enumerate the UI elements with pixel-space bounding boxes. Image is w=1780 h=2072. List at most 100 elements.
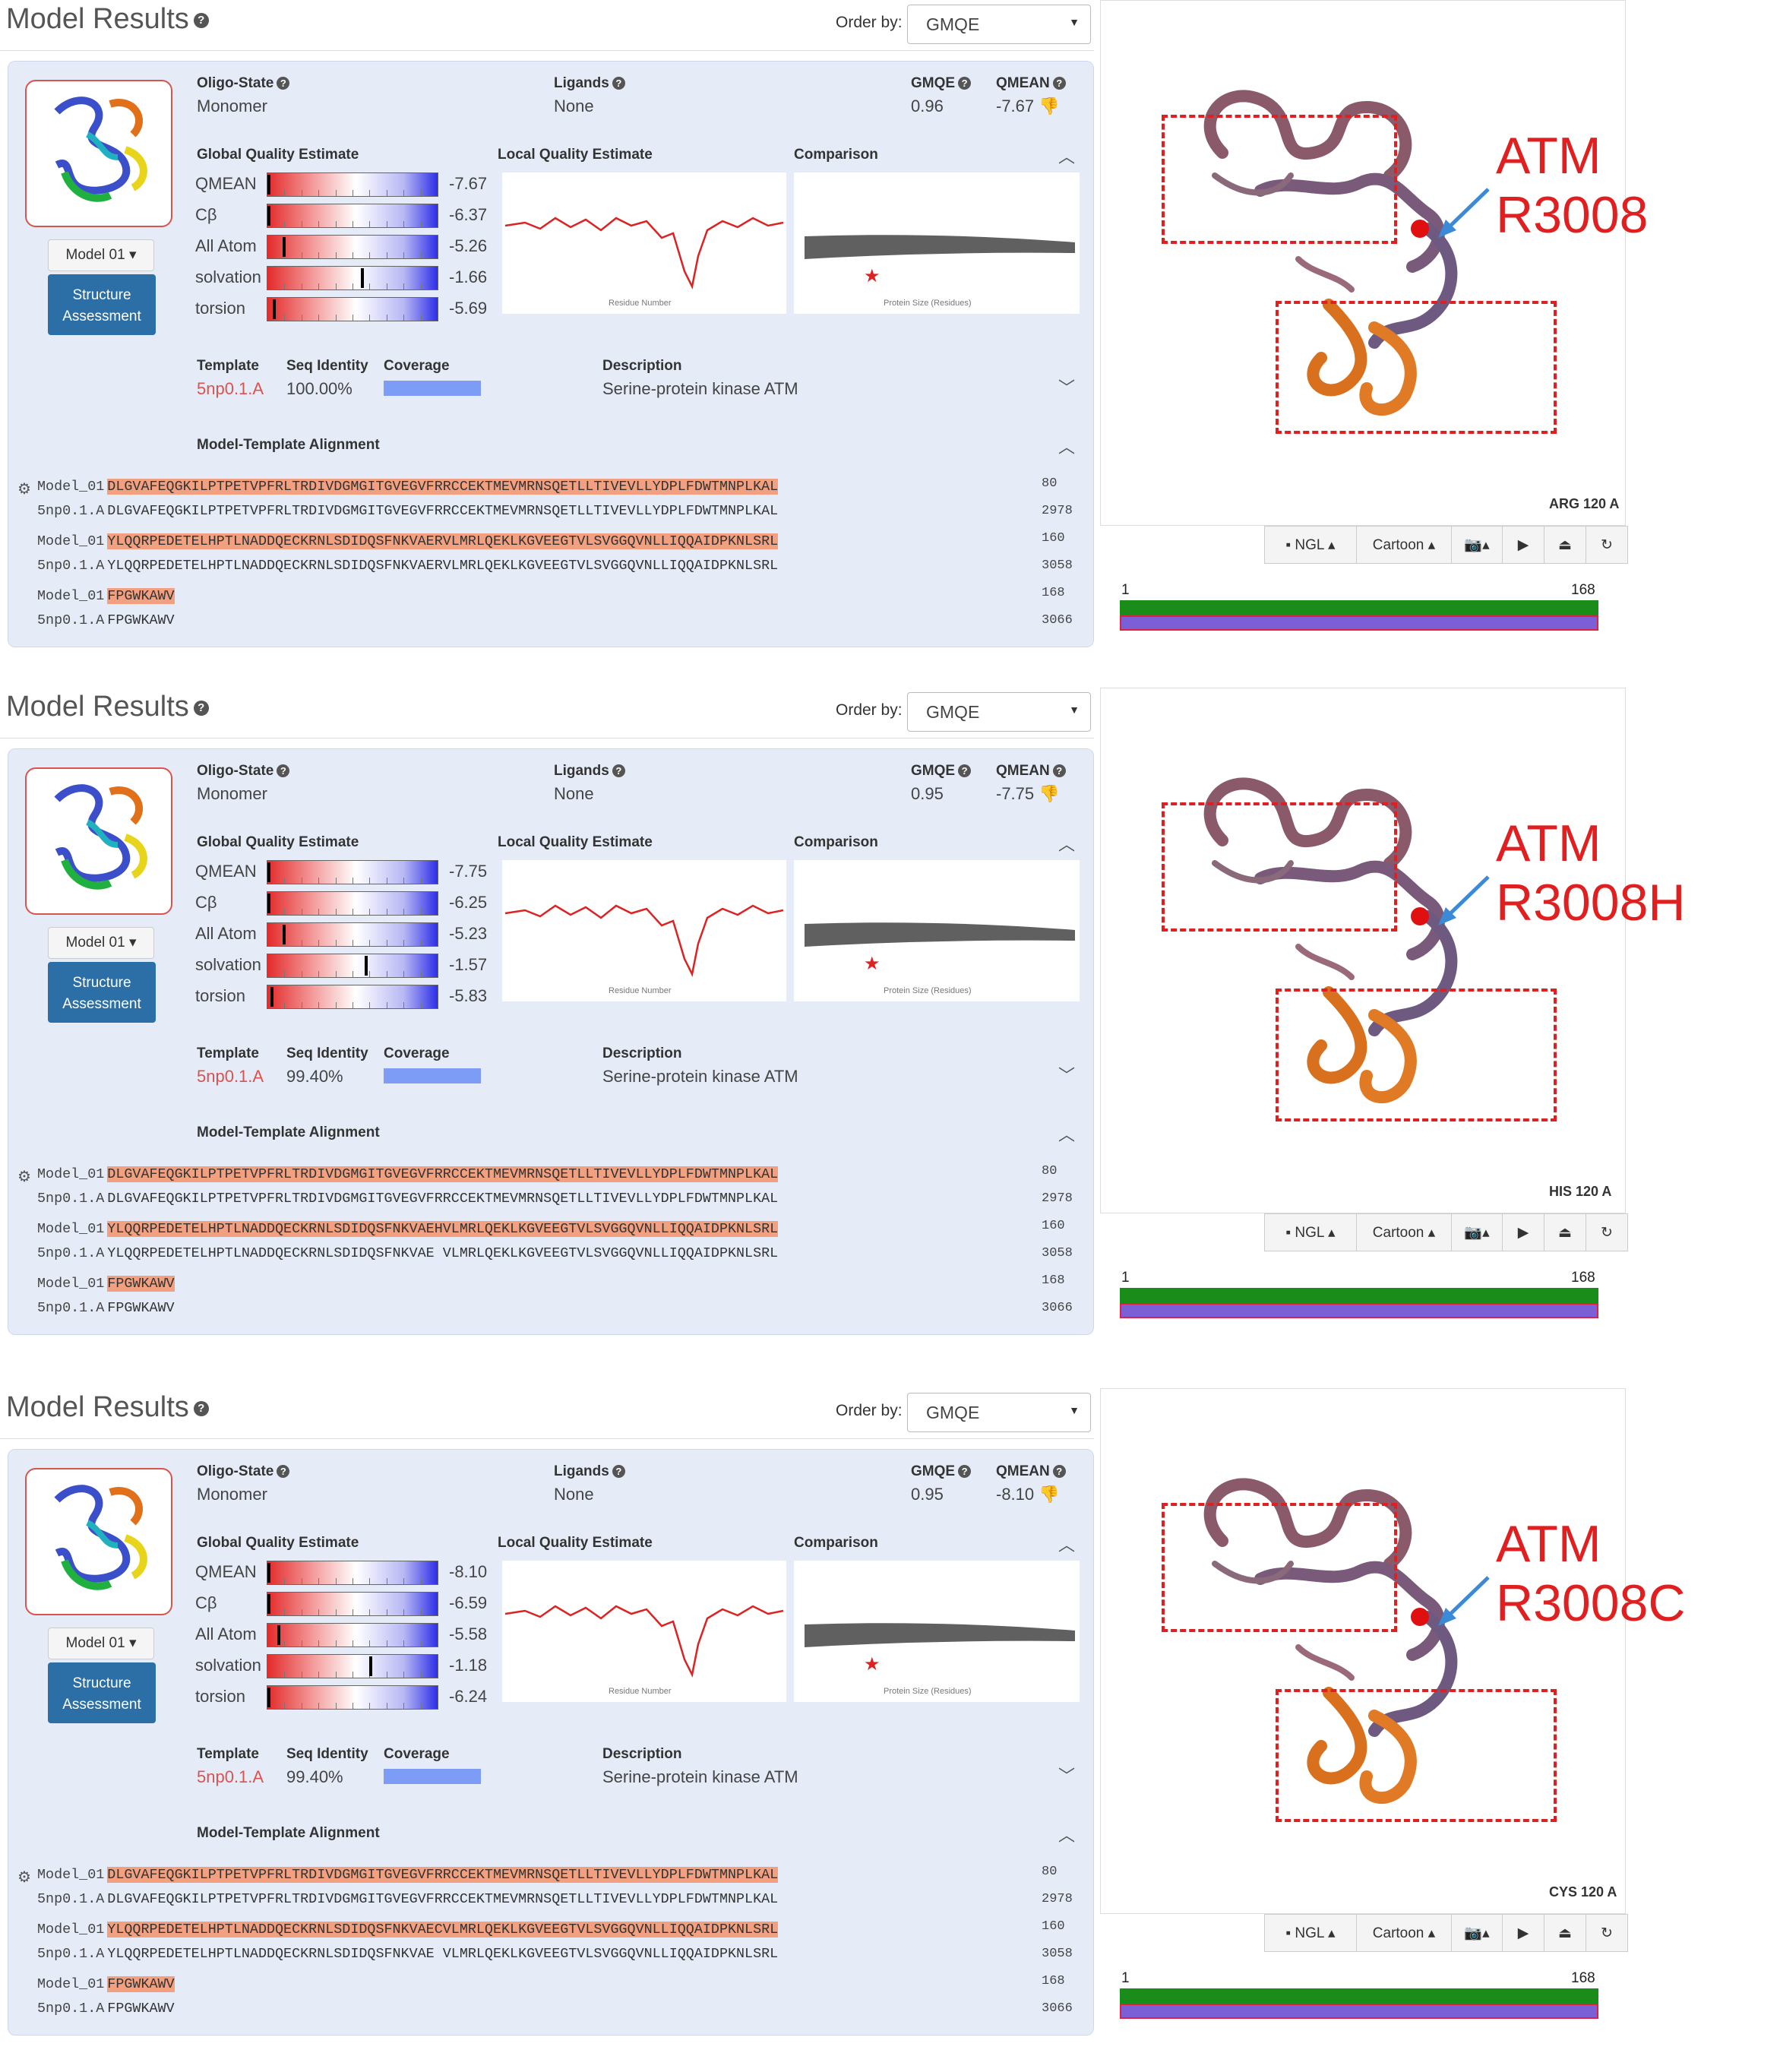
alignment-seq-name: Model_01: [37, 1166, 105, 1182]
lqe-axis-label: Residue Number: [609, 1687, 672, 1696]
quality-marker: [272, 299, 276, 319]
model-select-button[interactable]: Model 01 ▾: [48, 927, 154, 959]
structure-viewer[interactable]: ATM R3008 ARG 120 A: [1100, 0, 1648, 526]
alignment-position: 2978: [1042, 1892, 1073, 1906]
structure-viewer[interactable]: ATM R3008H HIS 120 A: [1100, 688, 1686, 1213]
play-icon: ▶: [1517, 1225, 1529, 1241]
camera-button[interactable]: 📷▴: [1451, 1914, 1503, 1952]
order-by-select[interactable]: GMQE ▼: [907, 5, 1091, 44]
play-button[interactable]: ▶: [1502, 526, 1544, 564]
structure-assessment-button[interactable]: Structure Assessment: [48, 962, 156, 1023]
template-link[interactable]: 5np0.1.A: [197, 1067, 264, 1086]
alignment-sequence: DLGVAFEQGKILPTPETVPFRLTRDIVDGMGITGVEGVFR…: [107, 1191, 779, 1207]
gear-icon[interactable]: ⚙: [17, 1869, 31, 1886]
comp-axis-label: Protein Size (Residues): [884, 1687, 972, 1696]
model-thumbnail[interactable]: [25, 767, 172, 915]
help-icon[interactable]: ?: [1052, 764, 1066, 778]
local-quality-line: [504, 1605, 784, 1678]
refresh-button[interactable]: ↻: [1586, 1914, 1628, 1952]
help-icon[interactable]: ?: [193, 700, 209, 716]
expand-icon[interactable]: ﹀: [1058, 1767, 1076, 1786]
ngl-menu-button[interactable]: ▪ NGL ▴: [1264, 526, 1357, 564]
collapse-icon[interactable]: ︿: [1058, 835, 1076, 854]
help-icon[interactable]: ?: [958, 77, 972, 90]
help-icon[interactable]: ?: [612, 1465, 625, 1479]
alignment-position: 80: [1042, 1865, 1058, 1879]
structure-assessment-button[interactable]: Structure Assessment: [48, 1662, 156, 1723]
alignment-title: Model-Template Alignment: [197, 1125, 380, 1140]
order-by-select[interactable]: GMQE ▼: [907, 1393, 1091, 1432]
ligands-value: None: [554, 784, 594, 803]
qmean-value: -7.67 👎: [996, 96, 1060, 115]
seq-start-label: 1: [1121, 1970, 1130, 1986]
eject-button[interactable]: ⏏: [1544, 526, 1586, 564]
collapse-icon[interactable]: ︿: [1058, 1826, 1076, 1845]
camera-icon: 📷: [1464, 1925, 1483, 1941]
caret-down-icon: ▾: [128, 247, 137, 263]
alignment-position: 3066: [1042, 1301, 1073, 1315]
help-icon[interactable]: ?: [612, 764, 625, 778]
quality-metric-value: -1.66: [449, 267, 488, 286]
help-icon[interactable]: ?: [612, 77, 625, 90]
model-thumbnail[interactable]: [25, 1468, 172, 1615]
local-quality-line: [504, 904, 784, 977]
collapse-icon[interactable]: ︿: [1058, 147, 1076, 166]
template-link[interactable]: 5np0.1.A: [197, 1767, 264, 1786]
alignment-row: Model_01 DLGVAFEQGKILPTPETVPFRLTRDIVDGMGI…: [37, 1867, 779, 1883]
play-button[interactable]: ▶: [1502, 1914, 1544, 1952]
refresh-button[interactable]: ↻: [1586, 526, 1628, 564]
help-icon[interactable]: ?: [193, 12, 209, 28]
lqe-title: Local Quality Estimate: [498, 834, 653, 850]
collapse-icon[interactable]: ︿: [1058, 1125, 1076, 1144]
gear-icon[interactable]: ⚙: [17, 1169, 31, 1185]
divider: [0, 1438, 1094, 1439]
expand-icon[interactable]: ﹀: [1058, 378, 1076, 397]
help-icon[interactable]: ?: [1052, 77, 1066, 90]
eject-button[interactable]: ⏏: [1544, 1914, 1586, 1952]
help-icon[interactable]: ?: [193, 1400, 209, 1416]
ngl-menu-button[interactable]: ▪ NGL ▴: [1264, 1914, 1357, 1952]
help-icon[interactable]: ?: [277, 1465, 290, 1479]
refresh-button[interactable]: ↻: [1586, 1213, 1628, 1251]
gear-icon[interactable]: ⚙: [17, 481, 31, 498]
ngl-menu-button[interactable]: ▪ NGL ▴: [1264, 1213, 1357, 1251]
quality-metric-name: solvation: [195, 1656, 261, 1675]
play-button[interactable]: ▶: [1502, 1213, 1544, 1251]
description-value: Serine-protein kinase ATM: [602, 1767, 798, 1786]
quality-metric-name: Cβ: [195, 205, 217, 224]
eject-button[interactable]: ⏏: [1544, 1213, 1586, 1251]
quality-metric-name: torsion: [195, 1687, 246, 1706]
collapse-icon[interactable]: ︿: [1058, 1536, 1076, 1555]
residue-label: CYS 120 A: [1549, 1884, 1617, 1900]
quality-marker: [267, 1688, 270, 1707]
collapse-icon[interactable]: ︿: [1058, 438, 1076, 457]
quality-marker: [267, 862, 270, 882]
structure-viewer[interactable]: ATM R3008C CYS 120 A: [1100, 1388, 1686, 1914]
quality-bar: [267, 1623, 438, 1647]
alignment-seq-name: 5np0.1.A: [37, 1191, 105, 1207]
model-select-button[interactable]: Model 01 ▾: [48, 1628, 154, 1659]
camera-button[interactable]: 📷▴: [1451, 1213, 1503, 1251]
quality-row: QMEAN -7.75: [195, 857, 499, 884]
order-by-select[interactable]: GMQE ▼: [907, 692, 1091, 732]
quality-metric-name: Cβ: [195, 1593, 217, 1612]
template-link[interactable]: 5np0.1.A: [197, 379, 264, 398]
cartoon-menu-button[interactable]: Cartoon ▴: [1356, 1213, 1452, 1251]
help-icon[interactable]: ?: [958, 1465, 972, 1479]
refresh-icon: ↻: [1601, 1925, 1613, 1941]
cartoon-menu-button[interactable]: Cartoon ▴: [1356, 1914, 1452, 1952]
help-icon[interactable]: ?: [277, 77, 290, 90]
ligands-value: None: [554, 1485, 594, 1504]
help-icon[interactable]: ?: [958, 764, 972, 778]
model-select-button[interactable]: Model 01 ▾: [48, 239, 154, 271]
cartoon-menu-button[interactable]: Cartoon ▴: [1356, 526, 1452, 564]
quality-row: QMEAN -8.10: [195, 1558, 499, 1585]
quality-row: All Atom -5.23: [195, 919, 499, 947]
camera-button[interactable]: 📷▴: [1451, 526, 1503, 564]
alignment-sequence: YLQQRPEDETELHPTLNADDQECKRNLSDIDQSFNKVAER…: [107, 533, 779, 549]
help-icon[interactable]: ?: [277, 764, 290, 778]
structure-assessment-button[interactable]: Structure Assessment: [48, 274, 156, 335]
help-icon[interactable]: ?: [1052, 1465, 1066, 1479]
expand-icon[interactable]: ﹀: [1058, 1066, 1076, 1085]
model-thumbnail[interactable]: [25, 80, 172, 227]
